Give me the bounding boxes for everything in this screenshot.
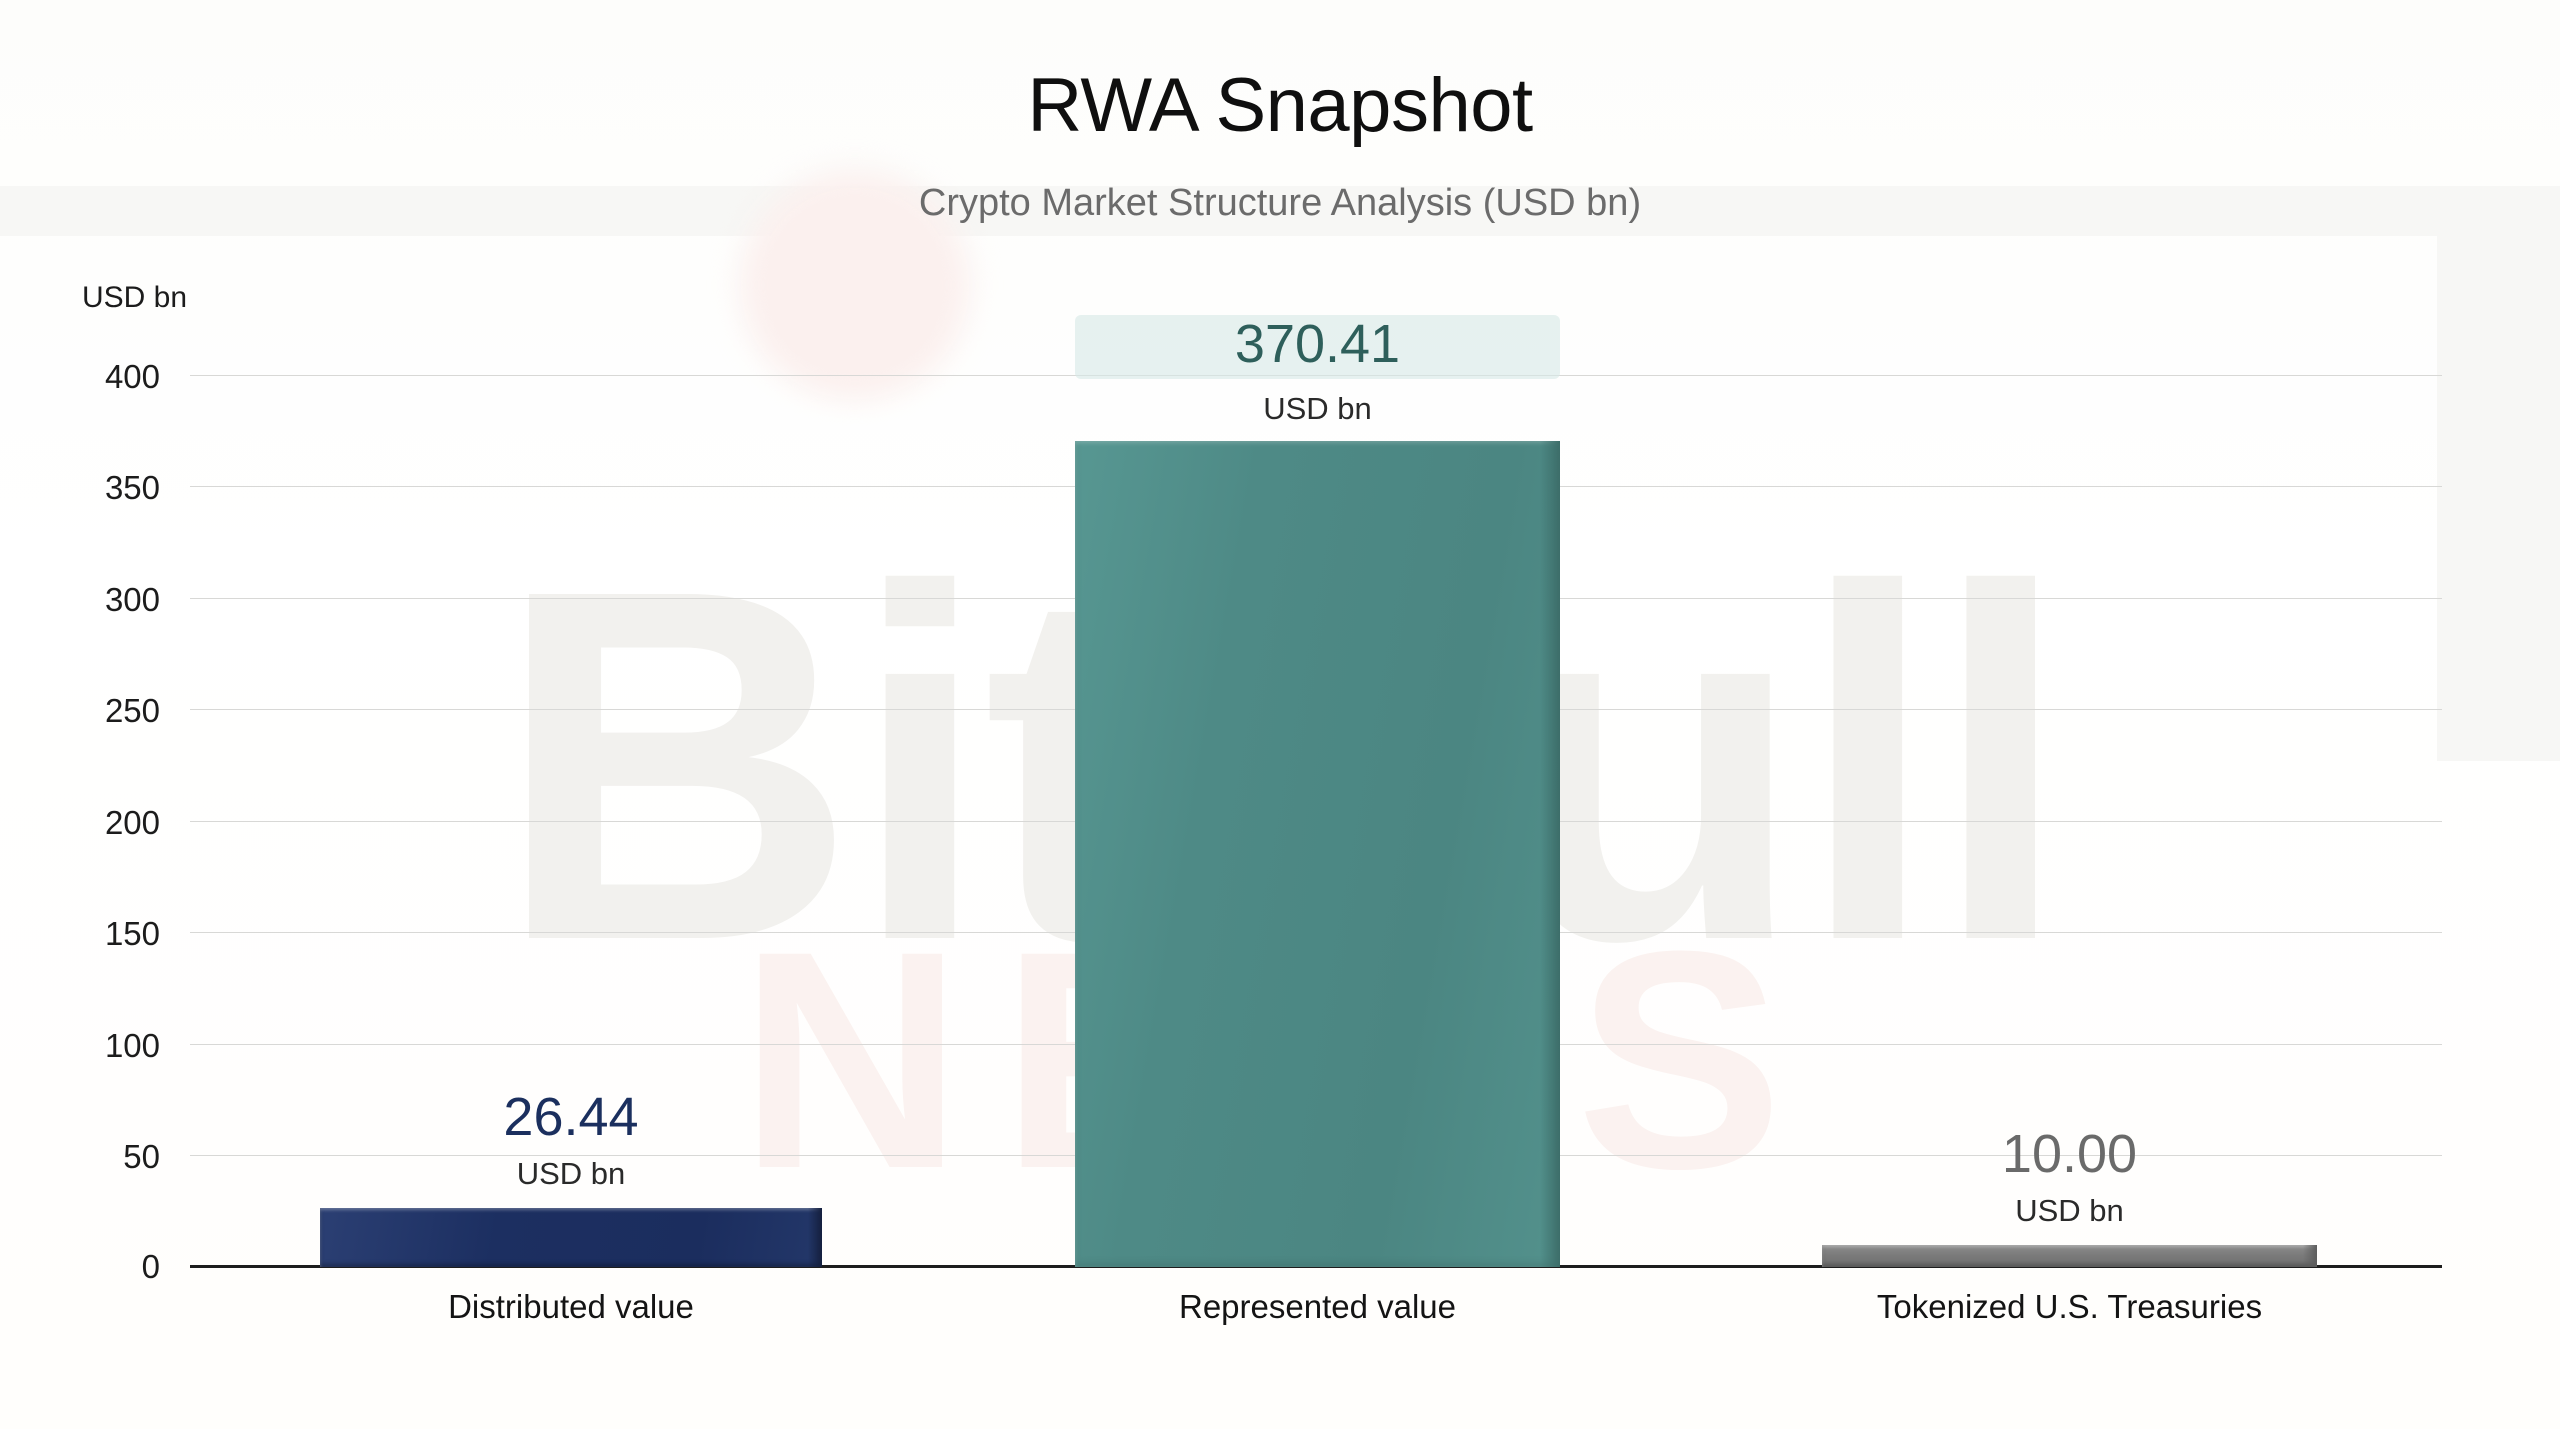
bar-face <box>1075 441 1560 1267</box>
bar-edge <box>1540 441 1560 1267</box>
category-label-represented-value: Represented value <box>1178 1288 1457 1325</box>
bar-tokenized-treasuries[interactable] <box>1822 1245 2317 1267</box>
data-label-value: 10.00 <box>2001 1124 2138 1184</box>
data-label-unit: USD bn <box>516 1156 626 1191</box>
data-label-unit: USD bn <box>2015 1193 2124 1228</box>
y-tick-label: 0 <box>141 1248 160 1285</box>
bar-edge <box>808 1208 822 1267</box>
bar-distributed-value[interactable] <box>320 1208 822 1267</box>
watermark-band-right <box>2437 186 2560 761</box>
y-tick-label: 400 <box>104 358 160 395</box>
y-tick-label: 350 <box>104 469 160 506</box>
y-tick-label: 250 <box>104 692 160 729</box>
category-label-distributed-value: Distributed value <box>448 1288 694 1325</box>
page-subtitle: Crypto Market Structure Analysis (USD bn… <box>918 182 1642 224</box>
y-tick-label: 300 <box>104 581 160 618</box>
data-label-unit: USD bn <box>1263 391 1372 426</box>
page-title: RWA Snapshot <box>1027 63 1533 148</box>
y-axis-title: USD bn <box>82 281 188 314</box>
data-label-value: 370.41 <box>1075 315 1560 379</box>
y-tick-label: 150 <box>104 915 160 952</box>
bar-face <box>320 1208 822 1267</box>
y-tick-label: 200 <box>104 804 160 841</box>
category-label-tokenized-treasuries: Tokenized U.S. Treasuries <box>1876 1288 2263 1325</box>
data-label-represented-value: 370.41 USD bn <box>1075 315 1560 424</box>
data-label-distributed-value: 26.44 USD bn <box>320 1090 822 1189</box>
bar-represented-value[interactable] <box>1075 441 1560 1267</box>
data-label-tokenized-treasuries: 10.00 USD bn <box>1822 1127 2317 1226</box>
bar-face <box>1822 1245 2317 1267</box>
y-tick-label: 50 <box>123 1138 160 1175</box>
data-label-value: 26.44 <box>503 1087 639 1147</box>
y-tick-label: 100 <box>104 1027 160 1064</box>
bar-edge <box>2303 1245 2317 1267</box>
